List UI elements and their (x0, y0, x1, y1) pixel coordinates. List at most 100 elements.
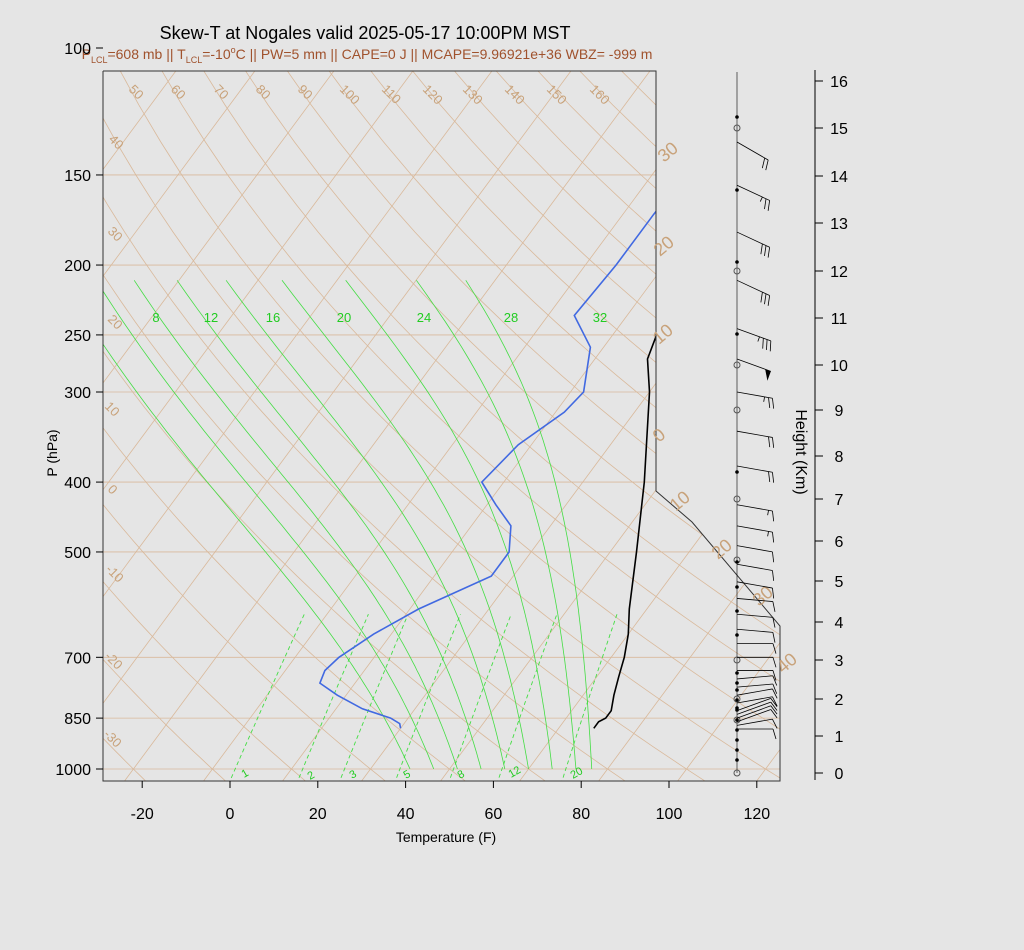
dry-adiabat (281, 71, 780, 781)
wind-barb (736, 465, 775, 483)
isotherm-line (595, 71, 780, 781)
barb-flag (772, 510, 775, 522)
isotherm-line (358, 71, 780, 781)
dry-adiabat (103, 71, 551, 781)
barb-flag (772, 675, 778, 686)
wind-barb (736, 545, 775, 563)
barb-flag (772, 632, 776, 643)
barb-flag (760, 292, 763, 303)
barb-staff (736, 613, 773, 618)
dry-adiabat (103, 71, 470, 781)
barb-flag (772, 398, 775, 409)
barb-flag (772, 617, 776, 628)
theta-label: 60 (168, 82, 189, 103)
barb-staff (736, 525, 773, 533)
level-dot (735, 671, 739, 675)
barb-staff (736, 696, 773, 704)
height-tick-label: 2 (835, 692, 844, 709)
wind-barb (736, 718, 778, 729)
wind-barb (736, 525, 775, 543)
theta-left-label: 30 (105, 224, 126, 245)
theta-label: 120 (420, 82, 446, 108)
barb-half (767, 531, 769, 537)
wind-barb (736, 184, 771, 211)
mixing-ratio-label: 1 (240, 767, 251, 780)
barb-staff (736, 279, 770, 296)
theta-e-label: 24 (417, 310, 431, 325)
barb-flag (772, 551, 775, 563)
mixing-ratio-line (447, 614, 512, 781)
chart-title: Skew-T at Nogales valid 2025-05-17 10:00… (160, 23, 571, 43)
height-tick-label: 12 (830, 264, 848, 281)
barb-flag (770, 705, 778, 715)
barb-flag (772, 696, 778, 707)
y-tick-label: 400 (64, 475, 91, 492)
barb-staff (736, 709, 771, 723)
wind-barb (736, 279, 771, 306)
wind-barb (736, 598, 776, 612)
y-tick-label: 850 (64, 711, 91, 728)
barb-flag (770, 698, 778, 707)
x-tick-label: 100 (656, 806, 683, 823)
dry-adiabat (489, 71, 780, 781)
barb-flag (762, 338, 764, 349)
isotherm-line (437, 71, 780, 781)
dry-adiabat (323, 71, 780, 781)
theta-label: 50 (126, 82, 147, 103)
barb-staff (736, 328, 771, 342)
x-tick-label: 0 (226, 806, 235, 823)
barb-flag (767, 295, 771, 306)
dry-adiabat (103, 71, 310, 781)
isotherm-line (121, 71, 680, 781)
theta-label: 160 (587, 82, 613, 108)
wind-barb (736, 683, 778, 694)
level-dot (735, 738, 739, 742)
barb-flag (772, 601, 776, 612)
barb-staff (736, 705, 771, 719)
wind-barb (736, 563, 775, 581)
height-tick-label: 10 (830, 358, 848, 375)
barb-flag (772, 657, 777, 668)
barb-staff (736, 675, 773, 680)
theta-e-label: 28 (504, 310, 518, 325)
barb-flag (772, 588, 775, 599)
barb-flag (768, 436, 771, 448)
wind-barb (736, 701, 778, 715)
barb-flag (764, 293, 767, 305)
wind-barb (736, 581, 775, 599)
barb-half (763, 396, 765, 402)
theta-label: 80 (253, 82, 274, 103)
level-dot (735, 633, 739, 637)
barb-flag (772, 670, 777, 681)
barb-staff (736, 391, 773, 399)
barb-staff (736, 598, 773, 602)
dry-adiabat (613, 71, 780, 781)
barb-staff (736, 141, 769, 161)
barb-flag (772, 643, 777, 654)
level-dot (735, 332, 739, 336)
barb-staff (736, 563, 773, 571)
barb-flag (772, 683, 778, 694)
level-dot (735, 470, 739, 474)
y-tick-label: 100 (64, 41, 91, 58)
barb-flag (768, 471, 771, 482)
height-tick-label: 8 (835, 449, 844, 466)
barb-pennant (765, 369, 771, 381)
barb-flag (772, 718, 778, 729)
wind-barb (736, 504, 775, 522)
mixing-ratio-label: 5 (402, 768, 413, 781)
plot-border (102, 70, 781, 782)
axes: -20 0 20 40 60 80 100 1201001502002503004005007… (55, 41, 770, 823)
theta-e-label: 12 (204, 310, 218, 325)
wind-barb (736, 430, 775, 448)
isotherm-line (753, 71, 780, 781)
pseudo-adiabat (281, 280, 529, 770)
barb-staff (736, 430, 773, 438)
level-dot (735, 260, 739, 264)
barb-flag (772, 532, 775, 543)
dry-adiabat (198, 71, 780, 781)
barb-staff (736, 688, 773, 696)
pseudo-adiabat (103, 280, 435, 770)
dry-adiabat (157, 71, 780, 781)
level-dot (735, 698, 739, 702)
